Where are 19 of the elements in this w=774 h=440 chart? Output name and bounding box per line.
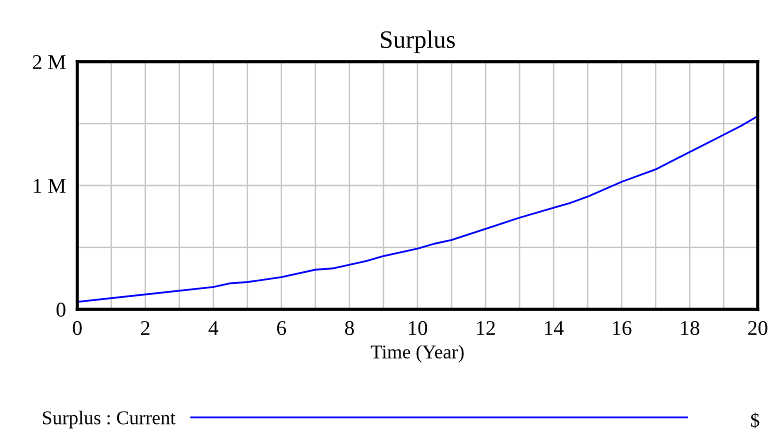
y-tick-label: 2 M	[32, 55, 66, 69]
x-tick-label: 2	[141, 321, 150, 335]
x-tick-label: 4	[208, 321, 218, 335]
y-tick-label: 1 M	[34, 178, 66, 193]
x-tick-label: 8	[345, 321, 354, 336]
chart-title: Surplus	[380, 30, 455, 54]
x-tick-label: 14	[544, 321, 564, 335]
x-tick-label: 12	[476, 321, 495, 335]
x-tick-label: 20	[748, 321, 768, 336]
x-tick-label: 16	[613, 321, 632, 336]
text: $	[750, 412, 760, 428]
x-axis-title: Time (Year)	[370, 344, 464, 362]
x-tick-label: 10	[408, 321, 428, 336]
line-series	[76, 115, 759, 303]
y-tick-label: 0	[56, 302, 66, 317]
x-tick-label: 18	[681, 321, 700, 336]
x-tick-label: 6	[277, 321, 286, 336]
x-tick-label: 0	[72, 321, 82, 336]
text: Surplus : Current	[42, 410, 176, 428]
